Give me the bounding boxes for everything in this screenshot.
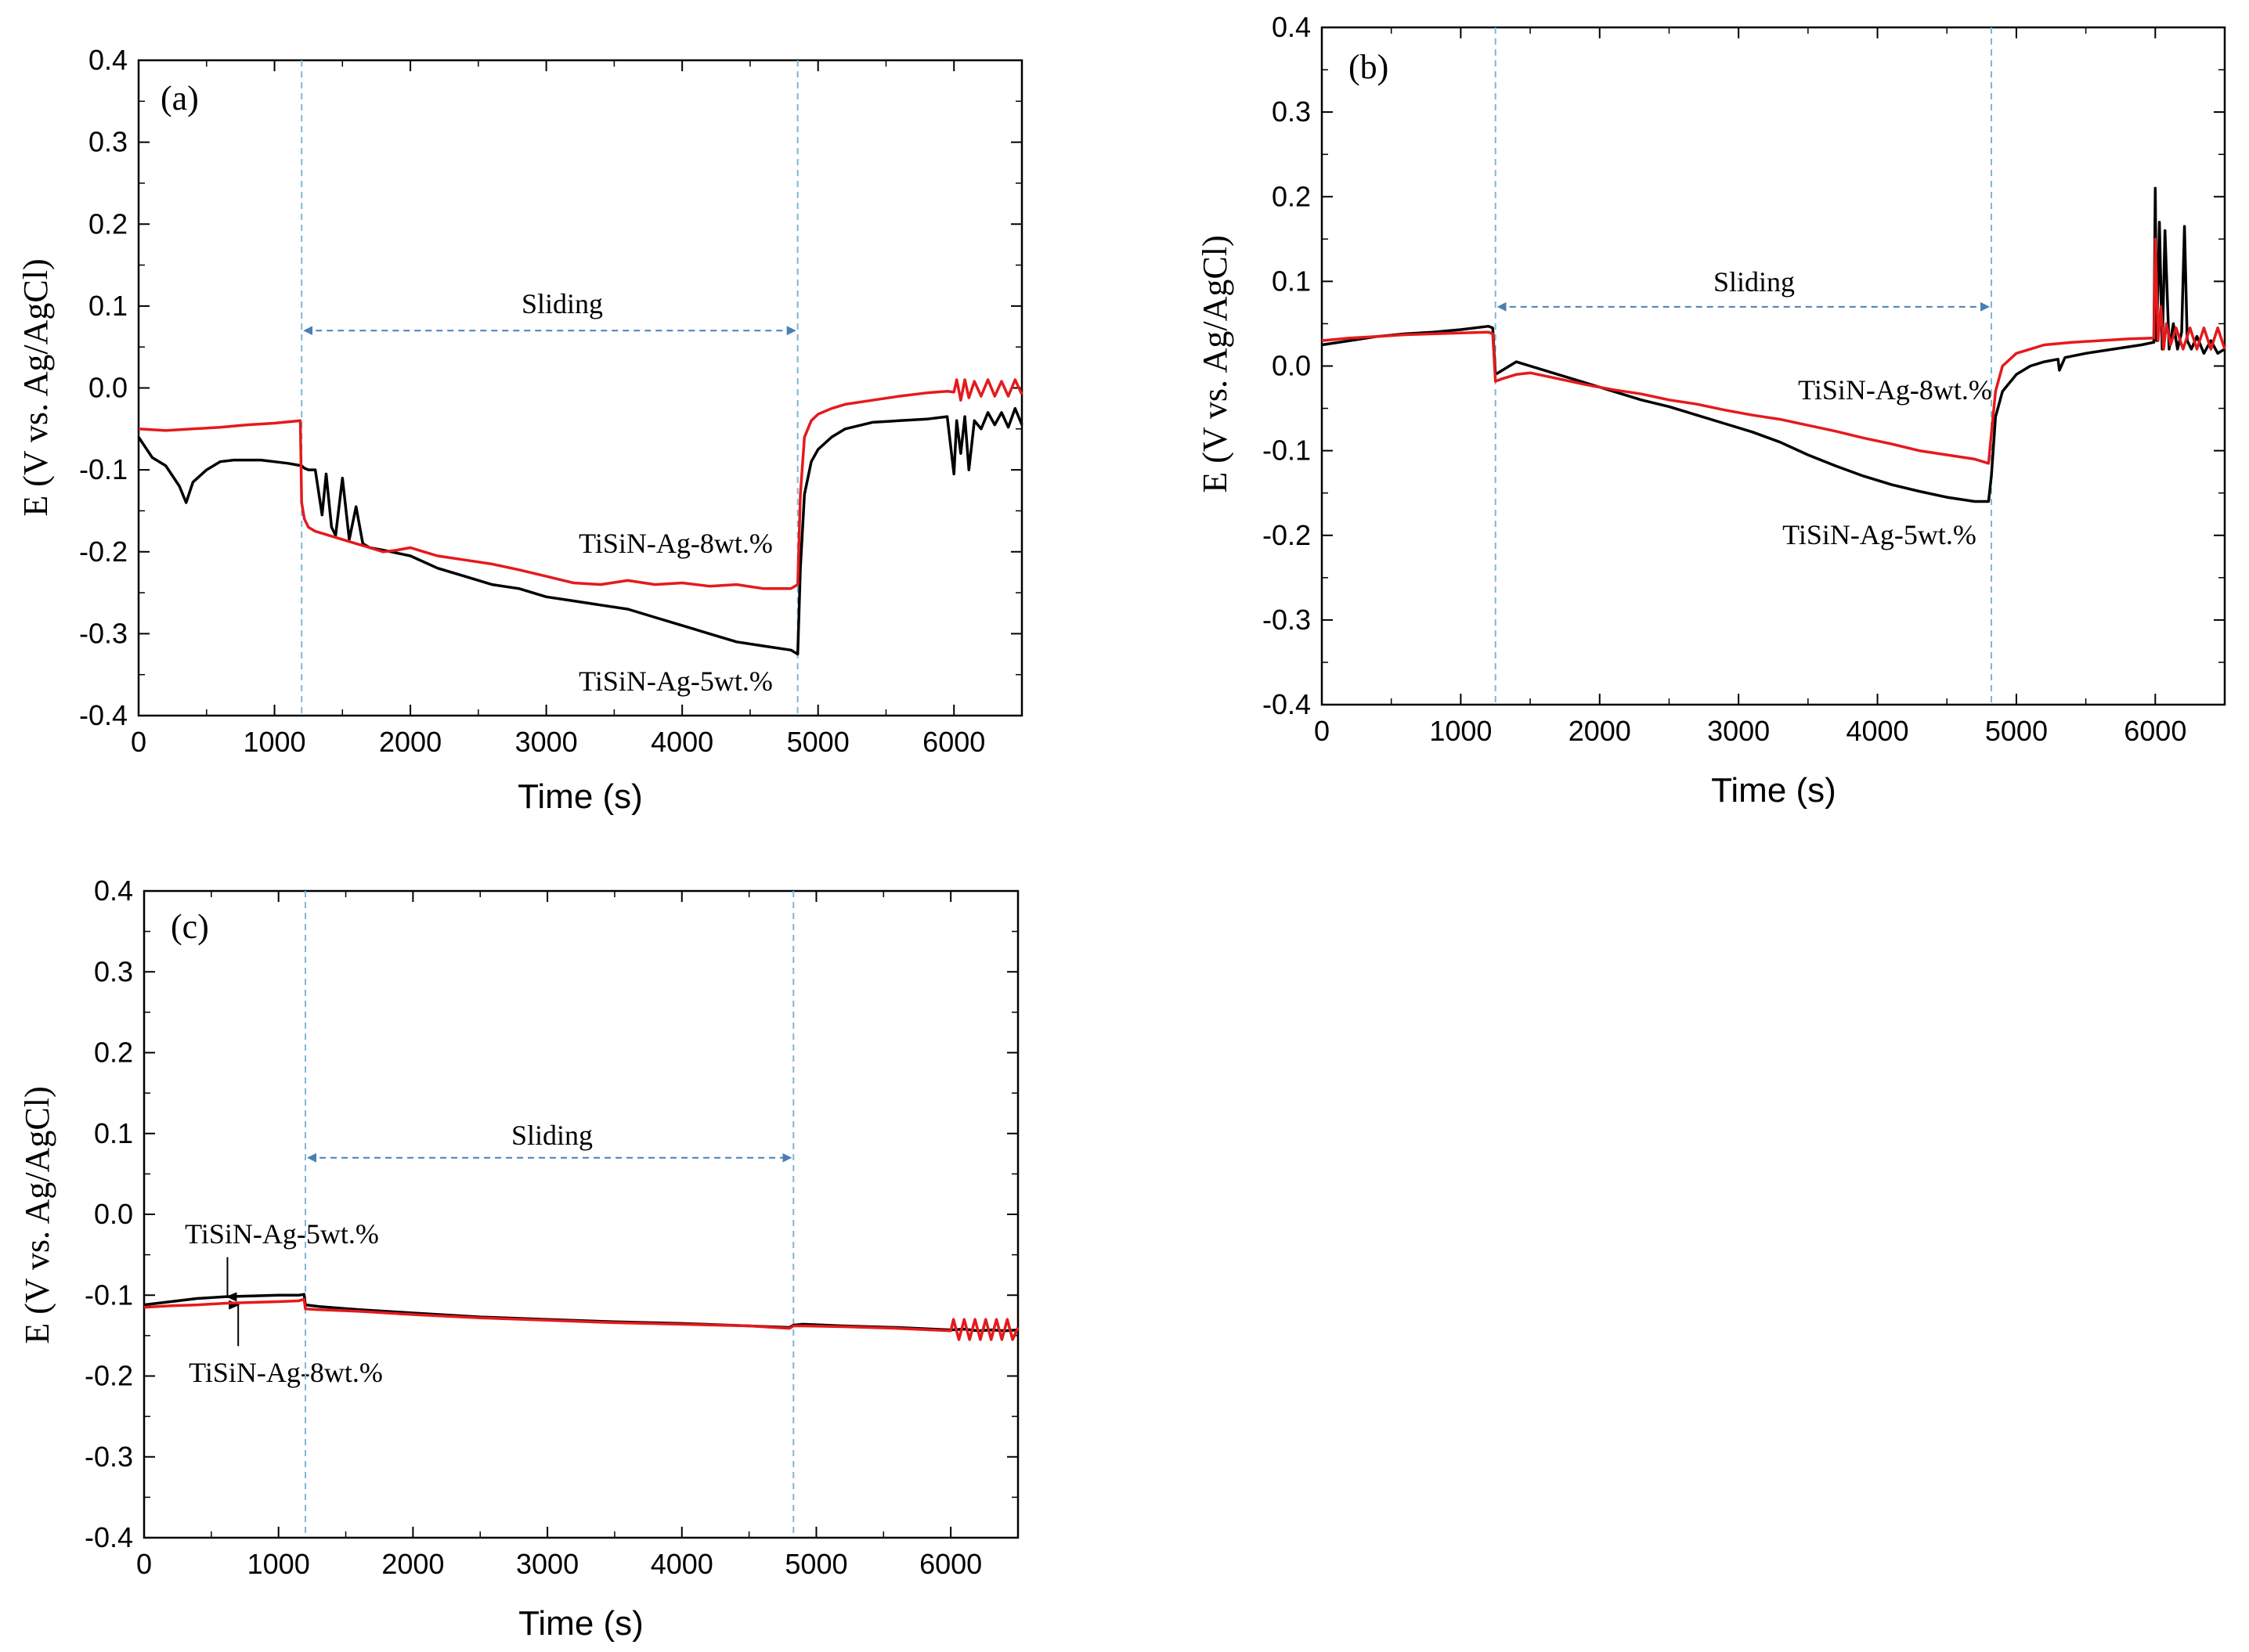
- x-tick-label: 6000: [922, 726, 985, 758]
- x-tick-label: 3000: [1707, 715, 1770, 747]
- x-tick-label: 0: [131, 726, 146, 758]
- y-tick-label: 0.4: [88, 44, 128, 76]
- x-tick-label: 2000: [1569, 715, 1631, 747]
- y-tick-label: 0.4: [1272, 11, 1311, 43]
- panel-label: (b): [1348, 48, 1388, 86]
- series-label-8wt: TiSiN-Ag-8wt.%: [189, 1357, 383, 1388]
- x-axis-title: Time (s): [518, 777, 643, 816]
- sliding-label: Sliding: [1713, 266, 1795, 298]
- y-tick-label: -0.4: [85, 1521, 133, 1553]
- x-tick-label: 0: [1314, 715, 1330, 747]
- series-label-8wt: TiSiN-Ag-8wt.%: [1798, 374, 1992, 406]
- y-tick-label: -0.1: [1262, 435, 1311, 467]
- panel-a: E (V vs. Ag/AgCl) Time (s) (a) Sliding T…: [16, 44, 1023, 816]
- y-tick-label: 0.1: [94, 1117, 133, 1149]
- y-tick-label: 0.4: [94, 875, 133, 907]
- series-line-tisin-ag-8wt-: [1321, 237, 2226, 465]
- x-tick-label: 2000: [379, 726, 442, 758]
- y-axis-title: E (V vs. Ag/AgCl): [1196, 235, 1234, 492]
- series-label-5wt: TiSiN-Ag-5wt.%: [579, 665, 773, 697]
- plot-frame: [137, 59, 1023, 717]
- y-tick-label: -0.2: [85, 1360, 133, 1392]
- x-tick-label: 6000: [919, 1548, 982, 1580]
- x-axis-title: Time (s): [1711, 771, 1836, 810]
- y-tick-label: 0.1: [1272, 265, 1311, 297]
- y-tick-label: 0.2: [94, 1037, 133, 1069]
- panel-c: E (V vs. Ag/AgCl) Time (s) (c) Sliding T…: [18, 875, 1020, 1643]
- series-line-tisin-ag-5wt-: [1321, 186, 2226, 503]
- plot-frame: [1320, 26, 2226, 706]
- x-tick-label: 1000: [247, 1548, 310, 1580]
- x-tick-label: 3000: [515, 726, 578, 758]
- y-tick-label: -0.3: [1262, 604, 1311, 636]
- y-tick-label: 0.3: [88, 126, 128, 158]
- y-tick-label: 0.0: [94, 1198, 133, 1230]
- y-tick-label: -0.3: [85, 1441, 133, 1473]
- sliding-label: Sliding: [522, 288, 603, 319]
- x-tick-label: 5000: [1985, 715, 2048, 747]
- panel-b: E (V vs. Ag/AgCl) Time (s) (b) Sliding T…: [1196, 11, 2226, 810]
- panel-label: (a): [161, 79, 199, 117]
- y-tick-label: 0.2: [1272, 180, 1311, 212]
- y-tick-label: -0.2: [1262, 519, 1311, 551]
- series-line-tisin-ag-5wt-: [143, 1293, 1019, 1333]
- y-tick-label: 0.2: [88, 207, 128, 240]
- y-axis-title: E (V vs. Ag/AgCl): [16, 258, 55, 516]
- x-tick-label: 1000: [243, 726, 305, 758]
- x-tick-label: 2000: [381, 1548, 444, 1580]
- x-tick-label: 5000: [785, 1548, 847, 1580]
- y-tick-label: -0.4: [1262, 688, 1311, 720]
- x-tick-label: 3000: [516, 1548, 579, 1580]
- x-tick-label: 0: [136, 1548, 152, 1580]
- series-line-tisin-ag-8wt-: [138, 378, 1023, 590]
- y-tick-label: -0.2: [79, 536, 128, 568]
- y-tick-label: 0.0: [88, 372, 128, 404]
- y-tick-label: 0.3: [1272, 96, 1311, 128]
- y-tick-label: 0.0: [1272, 350, 1311, 382]
- series-label-5wt: TiSiN-Ag-5wt.%: [1782, 519, 1976, 550]
- series-label-5wt: TiSiN-Ag-5wt.%: [185, 1218, 379, 1250]
- y-tick-label: 0.3: [94, 955, 133, 987]
- x-tick-label: 5000: [787, 726, 850, 758]
- x-tick-label: 4000: [651, 726, 713, 758]
- y-tick-label: -0.4: [79, 699, 128, 731]
- series-line-tisin-ag-5wt-: [137, 406, 1023, 656]
- y-tick-label: -0.3: [79, 617, 128, 649]
- sliding-label: Sliding: [511, 1120, 593, 1151]
- x-axis-title: Time (s): [518, 1604, 644, 1643]
- x-tick-label: 6000: [2124, 715, 2186, 747]
- y-tick-label: -0.1: [85, 1279, 133, 1311]
- y-tick-label: -0.1: [79, 453, 128, 485]
- y-tick-label: 0.1: [88, 290, 128, 322]
- x-tick-label: 4000: [651, 1548, 713, 1580]
- x-tick-label: 4000: [1846, 715, 1908, 747]
- plot-frame: [143, 889, 1020, 1539]
- series-line-tisin-ag-8wt-: [143, 1297, 1020, 1341]
- x-tick-label: 1000: [1429, 715, 1492, 747]
- y-axis-title: E (V vs. Ag/AgCl): [18, 1086, 56, 1344]
- series-label-8wt: TiSiN-Ag-8wt.%: [579, 528, 773, 559]
- panel-label: (c): [171, 907, 209, 946]
